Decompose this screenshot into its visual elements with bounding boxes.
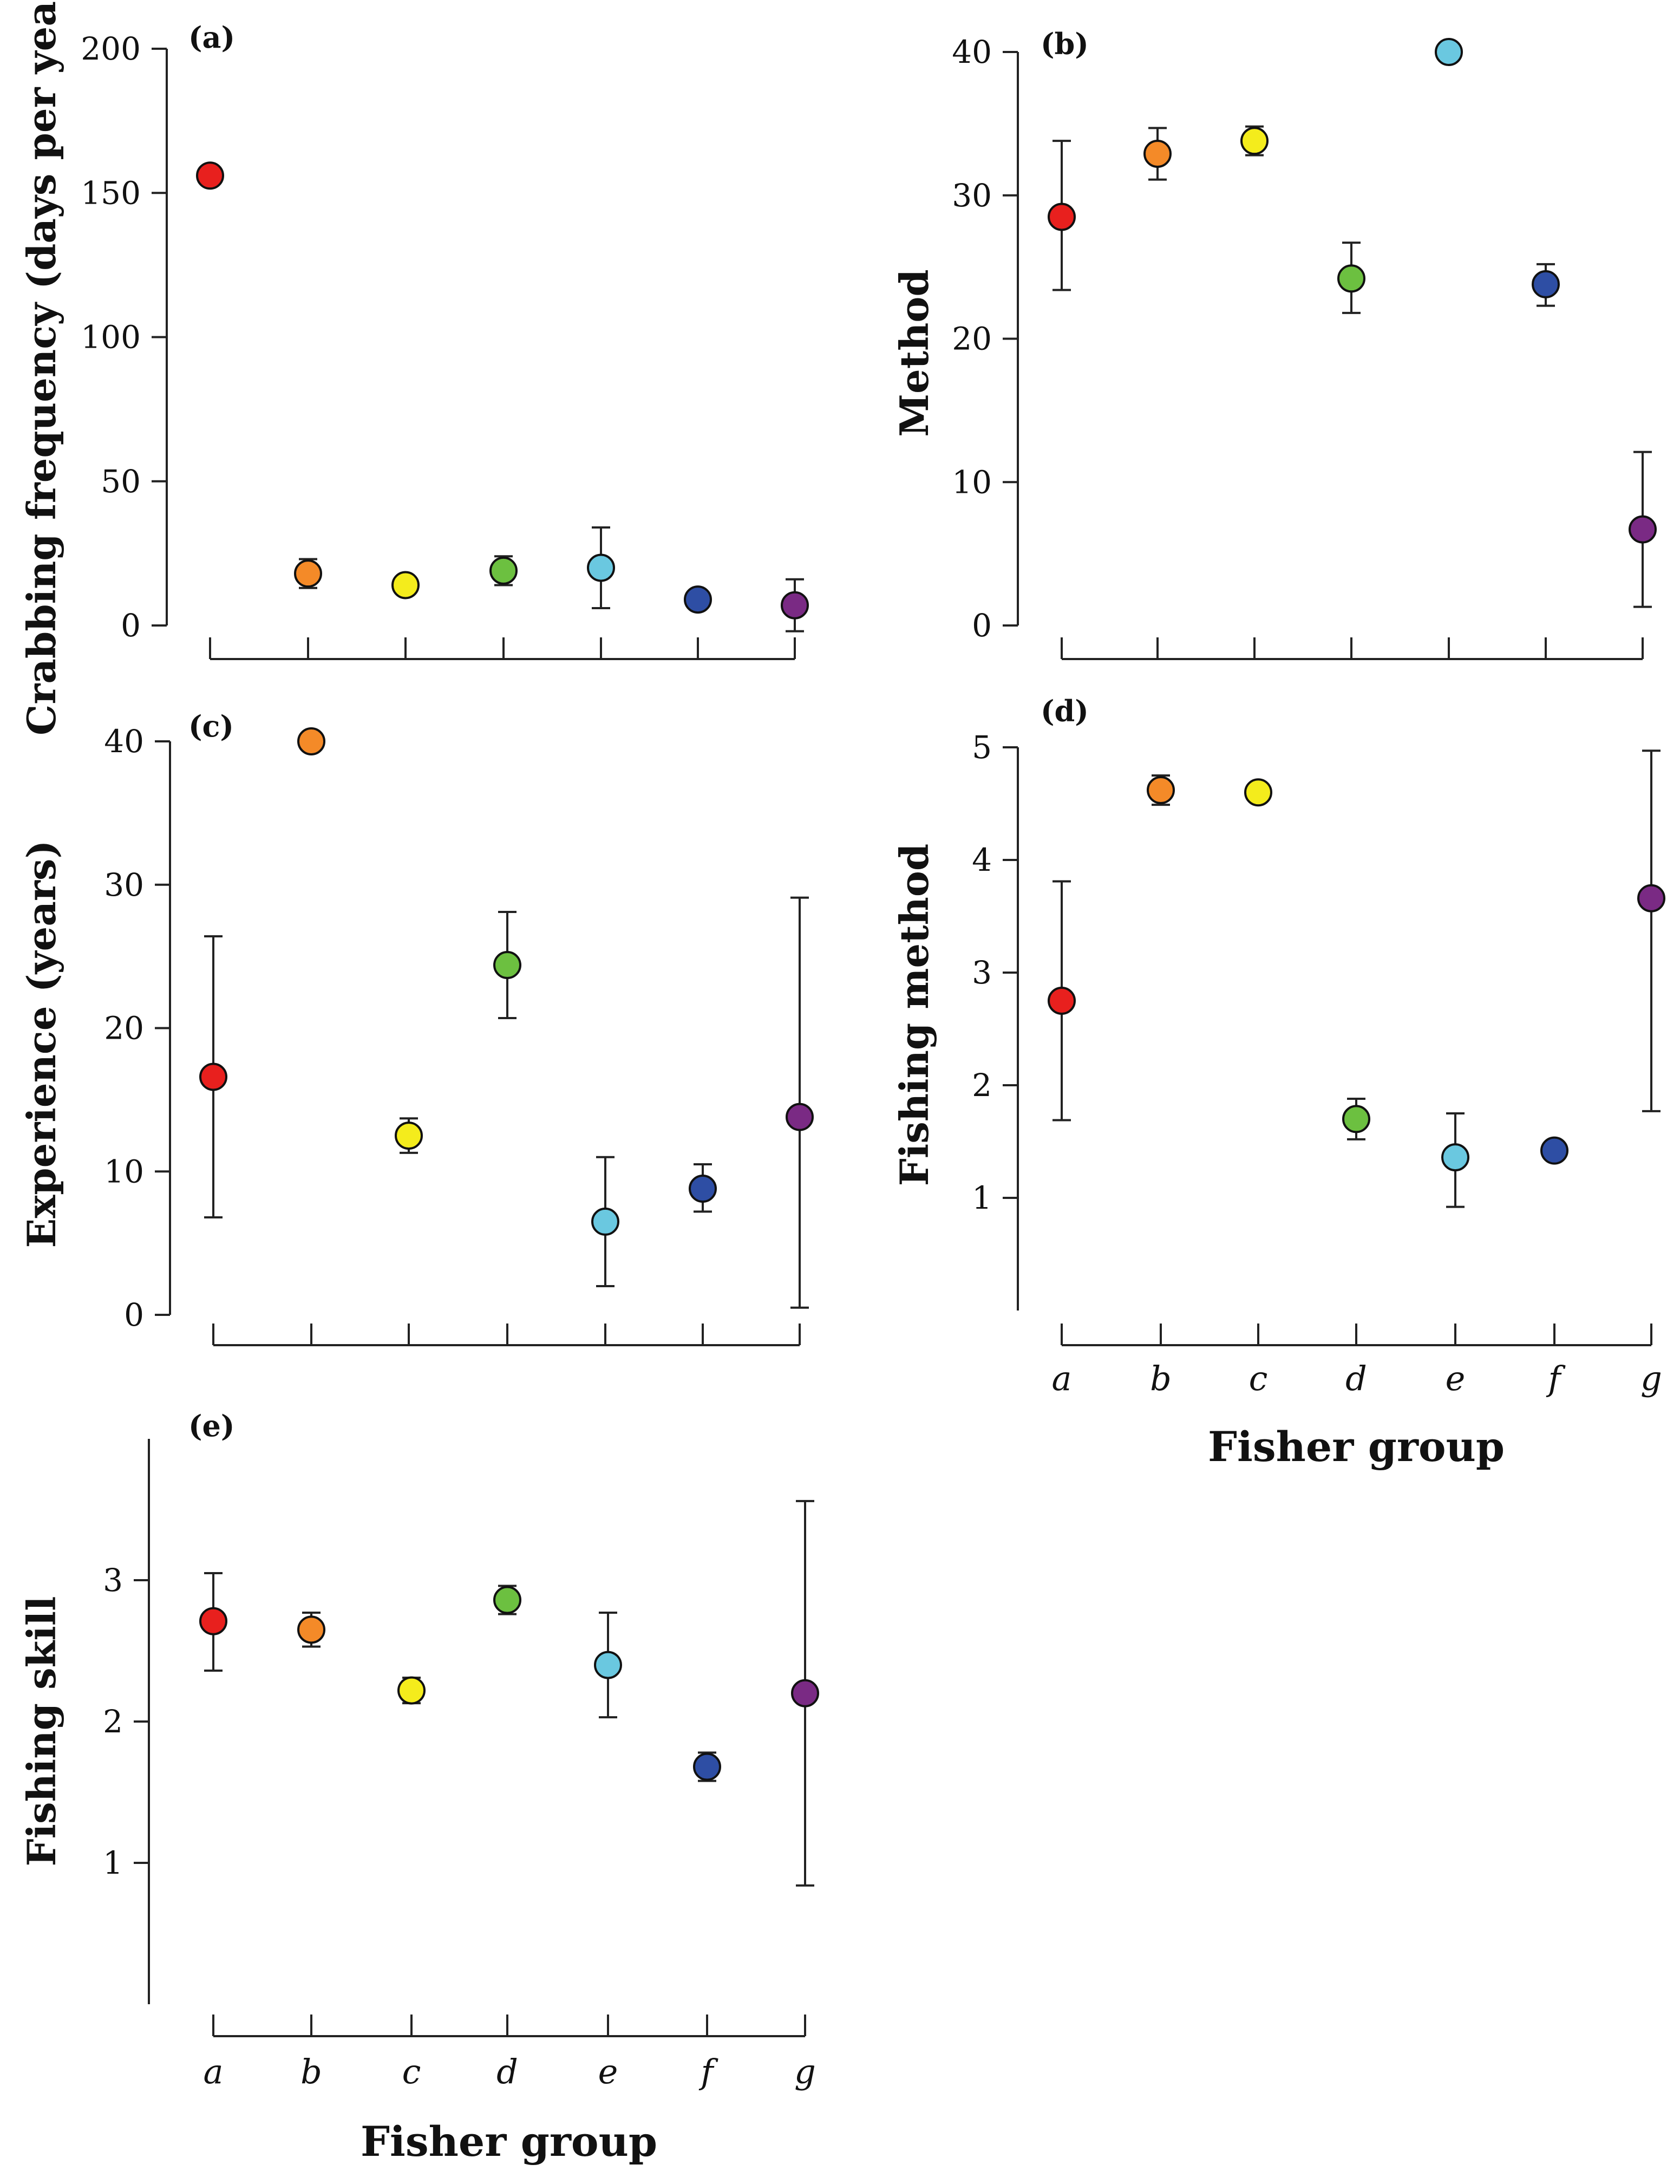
category-label-f: f: [1546, 1359, 1566, 1398]
data-point-group-g: [1637, 884, 1665, 912]
data-point-group-e: [591, 1207, 619, 1236]
data-point-group-f: [693, 1752, 721, 1781]
data-point-group-e: [1441, 1143, 1469, 1172]
data-point-group-b: [294, 559, 322, 588]
y-axis-title: Fishing method: [891, 844, 937, 1186]
y-tick-label: 50: [101, 463, 141, 500]
data-point-group-c: [395, 1122, 423, 1150]
panel-label: (d): [1041, 694, 1089, 728]
data-point-group-b: [297, 1615, 325, 1644]
x-axis-title: Fisher group: [1208, 1423, 1505, 1471]
y-tick-label: 10: [952, 464, 992, 500]
category-label-e: e: [1446, 1359, 1466, 1398]
chart-panel-a: 0 50 100 150 200 (a) Crabbing frequency (days …: [18, 0, 809, 735]
x-axis-title: Fisher group: [361, 2117, 657, 2166]
error-bar-g: [790, 896, 809, 1309]
data-point-group-g: [786, 1103, 814, 1131]
data-point-group-d: [1342, 1105, 1370, 1133]
y-tick-label: 0: [124, 1296, 144, 1333]
data-point-group-a: [199, 1607, 227, 1635]
y-tick-label: 200: [81, 30, 141, 67]
panel-label: (c): [188, 709, 234, 744]
y-tick-label: 30: [104, 866, 144, 903]
panel-label: (b): [1041, 27, 1089, 61]
y-tick-label: 2: [972, 1067, 992, 1104]
y-tick-label: 150: [81, 174, 141, 211]
y-tick-label: 30: [952, 177, 992, 214]
data-point-group-e: [1435, 38, 1463, 66]
y-tick-label: 4: [972, 842, 992, 878]
category-label-c: c: [402, 2052, 421, 2091]
data-point-group-b: [1143, 139, 1172, 168]
y-tick-label: 20: [952, 321, 992, 357]
data-point-group-d: [1337, 264, 1365, 293]
panel-label: (e): [188, 1409, 234, 1443]
data-point-group-e: [587, 553, 615, 582]
panel-label: (a): [188, 20, 235, 55]
y-axis-title: Fishing skill: [18, 1596, 64, 1867]
category-label-d: d: [496, 2052, 518, 2091]
data-point-group-a: [199, 1062, 227, 1091]
category-label-d: d: [1345, 1359, 1367, 1398]
y-tick-label: 3: [972, 954, 992, 991]
chart-panel-e: 1 2 3 a b c d e f g (e) Fishing skill Fisher group: [18, 1409, 819, 2166]
data-point-group-c: [1240, 127, 1269, 155]
y-tick-label: 40: [104, 723, 144, 760]
y-tick-label: 100: [81, 319, 141, 356]
y-tick-label: 5: [972, 729, 992, 766]
y-axis-title: Experience (years): [18, 840, 64, 1248]
category-label-g: g: [1640, 1359, 1662, 1398]
category-label-g: g: [794, 2052, 816, 2091]
data-point-group-f: [689, 1175, 717, 1203]
data-point-group-d: [493, 951, 521, 980]
category-label-a: a: [204, 2052, 224, 2091]
y-tick-label: 3: [103, 1562, 123, 1599]
data-point-group-a: [196, 161, 224, 190]
category-label-f: f: [699, 2052, 719, 2091]
data-point-group-d: [489, 556, 518, 585]
chart-panel-b: 0 10 20 30 40 (b) Method: [891, 27, 1657, 660]
y-tick-label: 0: [972, 607, 992, 644]
category-label-e: e: [598, 2052, 618, 2091]
y-tick-label: 0: [121, 607, 141, 644]
data-point-group-f: [1540, 1136, 1568, 1165]
y-tick-label: 40: [952, 34, 992, 70]
category-label-a: a: [1052, 1359, 1072, 1398]
data-point-group-b: [1147, 776, 1175, 805]
category-label-b: b: [1150, 1359, 1172, 1398]
y-tick-label: 2: [103, 1703, 123, 1740]
data-point-group-f: [684, 585, 712, 614]
data-point-group-e: [594, 1651, 622, 1679]
data-point-group-g: [791, 1679, 819, 1707]
data-point-group-g: [1629, 515, 1657, 544]
data-point-group-a: [1048, 203, 1076, 231]
category-label-b: b: [300, 2052, 322, 2091]
data-point-group-b: [297, 727, 325, 755]
y-axis-title: Crabbing frequency (days per year): [18, 0, 64, 735]
data-point-group-f: [1532, 270, 1560, 298]
data-point-group-a: [1048, 987, 1076, 1015]
y-tick-label: 1: [103, 1844, 123, 1881]
chart-panel-c: 0 10 20 30 40 (c) Experience (years): [18, 709, 814, 1346]
error-bar-g: [1642, 749, 1661, 1112]
data-point-group-g: [781, 591, 809, 620]
y-tick-label: 10: [104, 1153, 144, 1190]
chart-panel-d: 1 2 3 4 5 a b c d e f g (d) Fishing method Fisher grou…: [891, 694, 1665, 1471]
data-point-group-d: [493, 1586, 521, 1614]
data-point-group-c: [397, 1676, 426, 1705]
category-label-c: c: [1249, 1359, 1268, 1398]
y-tick-label: 20: [104, 1010, 144, 1047]
y-tick-label: 1: [972, 1179, 992, 1216]
data-point-group-c: [1244, 778, 1272, 807]
y-axis-title: Method: [891, 269, 937, 436]
data-point-group-c: [391, 571, 420, 599]
